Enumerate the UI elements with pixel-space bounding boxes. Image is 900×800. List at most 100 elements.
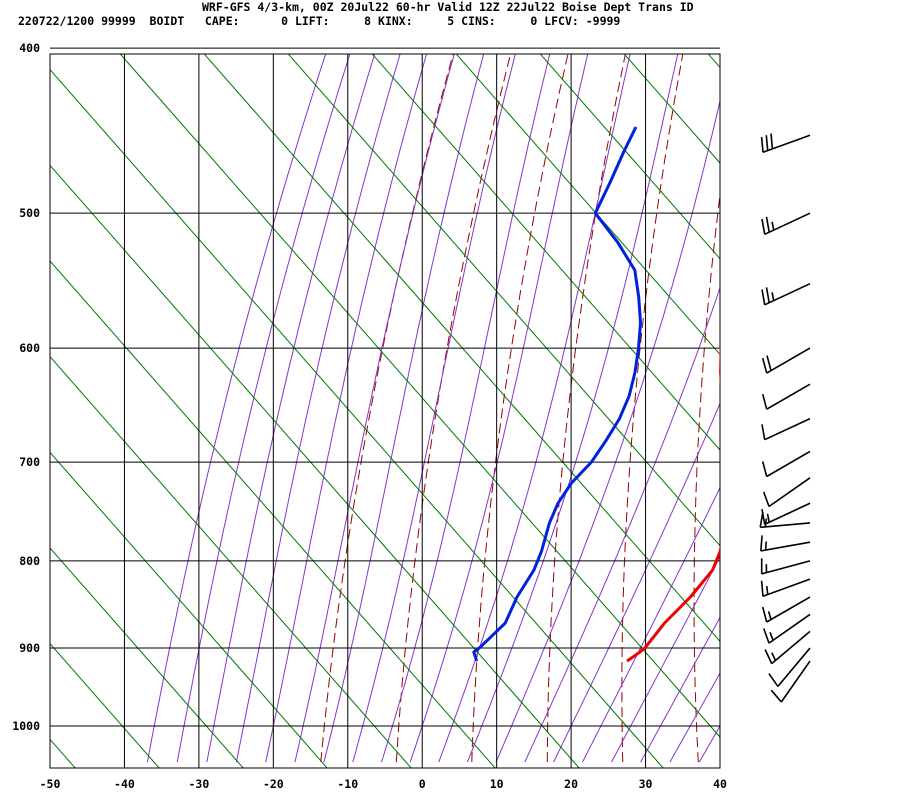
wind-barb	[761, 596, 811, 623]
wind-barb	[760, 578, 811, 598]
chart-title: WRF-GFS 4/3-km, 00Z 20Jul22 60-hr Valid …	[202, 0, 694, 14]
barb-flag	[761, 461, 768, 477]
y-tick-label: 1000	[12, 719, 40, 733]
mixing-ratio-line	[50, 547, 244, 768]
barb-staff	[777, 647, 811, 687]
barb-flag	[762, 491, 770, 507]
moist-adiabat	[553, 402, 720, 763]
moist-adiabat	[438, 54, 631, 763]
barb-flag	[765, 135, 769, 151]
mixing-ratio-line	[50, 260, 496, 768]
mixing-ratio-line	[50, 738, 76, 768]
tick-labels: -50 -40 -30 -20 -10 0 10 20 30 40 400 500 600 700 800 9…	[12, 41, 727, 791]
barb-flag	[766, 355, 772, 371]
x-tick-label: 0	[419, 777, 426, 791]
barb-flag	[768, 673, 779, 687]
barb-flag	[760, 580, 764, 597]
x-tick-label: -50	[40, 777, 61, 791]
y-tick-label: 900	[19, 641, 40, 655]
dry-adiabat	[693, 191, 720, 763]
wind-barbs	[759, 133, 811, 703]
moist-adiabat	[582, 486, 720, 763]
moist-adiabat	[352, 54, 516, 763]
barb-half-flag	[764, 541, 767, 551]
mixing-ratio-line	[623, 54, 720, 164]
mixing-ratio-line	[119, 54, 720, 738]
wind-barb	[760, 535, 811, 552]
barb-flag	[761, 424, 766, 440]
wind-barb	[761, 502, 811, 526]
barb-flag	[770, 689, 782, 703]
barb-staff	[771, 630, 811, 665]
dry-adiabat	[471, 54, 569, 763]
wind-barb	[761, 383, 811, 410]
barb-staff	[761, 560, 811, 575]
sounding-stats: 220722/1200 99999 BOIDT CAPE: 0 LIFT: 8 …	[18, 14, 621, 28]
wind-barb	[764, 630, 811, 665]
wind-barb	[761, 212, 811, 236]
barb-staff	[766, 383, 811, 410]
moist-adiabat	[611, 555, 720, 763]
barb-staff	[764, 212, 811, 236]
mixing-ratio-line	[722, 0, 900, 794]
barb-flag	[762, 628, 770, 644]
wind-barb	[762, 477, 811, 508]
dry-adiabat	[320, 54, 454, 763]
mixing-ratio-line	[0, 0, 14, 794]
barb-flag	[765, 216, 770, 233]
wind-barb	[770, 660, 811, 703]
wind-barb	[761, 282, 811, 306]
y-tick-label: 400	[19, 41, 40, 55]
moist-adiabat	[176, 54, 351, 763]
mixing-ratio-line	[203, 54, 720, 643]
mixing-ratio-line	[287, 54, 720, 547]
moist-adiabat	[409, 54, 589, 763]
mixing-ratio-line	[455, 54, 720, 356]
wind-barb	[768, 647, 811, 687]
y-tick-label: 600	[19, 341, 40, 355]
x-tick-label: 40	[713, 777, 727, 791]
moist-adiabat	[206, 54, 376, 763]
mixing-ratio-line	[50, 451, 328, 768]
mixing-ratio-line	[50, 355, 412, 768]
barb-staff	[780, 660, 811, 703]
moist-adiabat	[698, 724, 720, 763]
moist-adiabat	[146, 54, 327, 763]
moist-adiabat	[235, 54, 401, 763]
barb-staff	[766, 596, 811, 623]
moist-adiabat	[294, 54, 455, 763]
dewpoint-profile	[472, 126, 642, 662]
x-tick-label: -40	[114, 777, 135, 791]
x-tick-label: 20	[564, 777, 578, 791]
barb-staff	[764, 417, 811, 441]
mixing-ratio-line	[539, 54, 720, 260]
moist-adiabat	[669, 672, 720, 763]
barb-half-flag	[771, 292, 775, 301]
barb-staff	[760, 522, 811, 529]
barb-staff	[768, 477, 811, 508]
dry-adiabat	[832, 48, 856, 762]
moist-adiabat	[524, 286, 720, 763]
x-tick-label: 30	[639, 777, 653, 791]
mixing-ratio-line	[50, 68, 664, 768]
sounding-profiles	[472, 126, 720, 663]
moist-adiabat	[381, 54, 551, 763]
wind-barb	[761, 347, 811, 374]
barb-flag	[761, 508, 766, 525]
mixing-ratio-line	[371, 54, 720, 451]
mixing-ratio-line	[50, 642, 160, 768]
grid-lines	[49, 47, 721, 769]
barb-staff	[760, 541, 811, 552]
y-tick-label: 700	[19, 455, 40, 469]
barb-half-flag	[771, 221, 775, 231]
moist-adiabat	[495, 99, 720, 763]
barb-staff	[762, 578, 811, 598]
wind-barb	[761, 417, 811, 441]
barb-flag	[761, 357, 768, 374]
x-tick-label: -30	[188, 777, 209, 791]
barb-flag	[770, 133, 774, 149]
barb-staff	[764, 502, 811, 526]
barb-staff	[768, 613, 811, 644]
